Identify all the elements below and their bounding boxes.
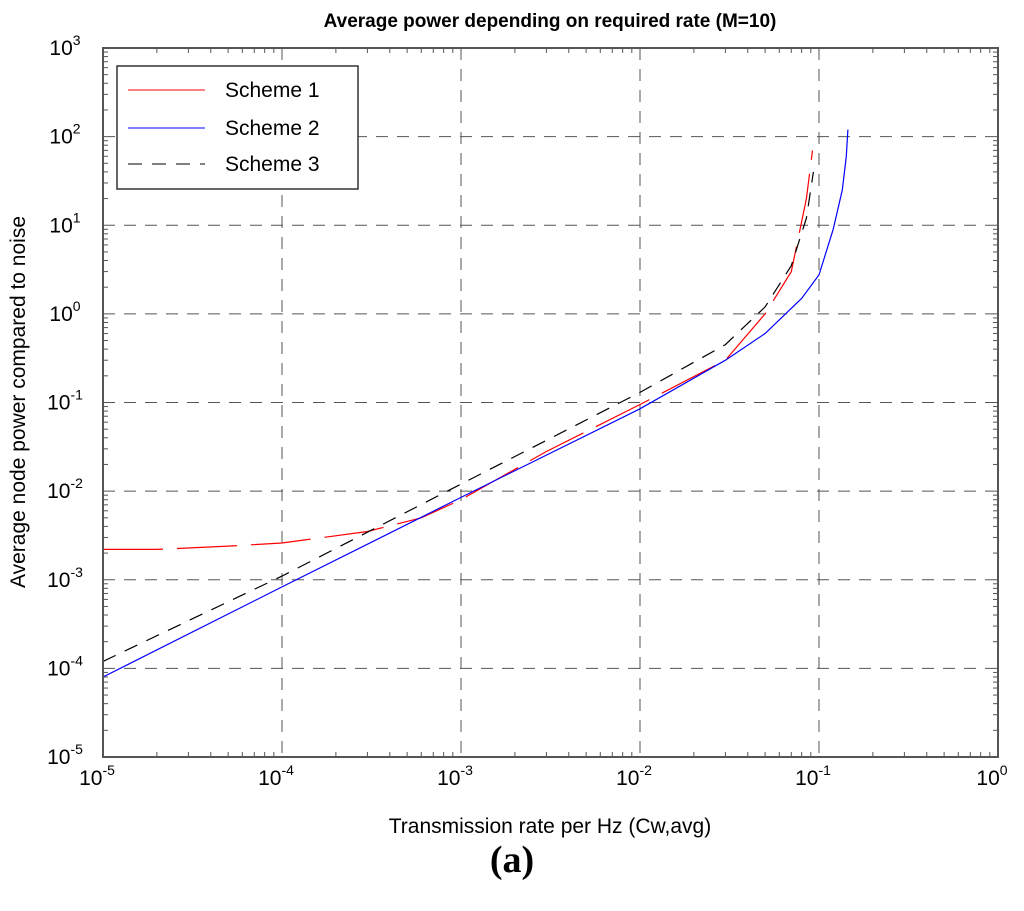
y-tick-exponent: 3 <box>73 32 81 48</box>
y-tick-label: 10-3 <box>47 564 83 592</box>
y-tick-label: 101 <box>49 209 80 237</box>
legend-label-scheme-2: Scheme 2 <box>225 117 320 140</box>
x-tick-label: 10-4 <box>258 762 294 790</box>
figure-caption: (a) <box>489 839 535 881</box>
y-tick-exponent: -3 <box>70 564 83 580</box>
plot-frame <box>102 47 999 758</box>
x-tick-label: 100 <box>976 762 1007 790</box>
series-line-scheme-1 <box>103 150 814 550</box>
x-tick-exponent: -4 <box>281 762 294 778</box>
y-tick-exponent: -2 <box>70 475 83 491</box>
x-tick-exponent: -2 <box>639 762 652 778</box>
y-tick-exponent: 0 <box>73 298 81 314</box>
x-tick-exponent: 0 <box>1000 762 1008 778</box>
legend: Scheme 1 Scheme 2 Scheme 3 <box>116 65 359 190</box>
grid <box>103 48 998 757</box>
y-tick-label: 10-2 <box>47 475 83 503</box>
y-tick-label: 10-4 <box>47 652 83 680</box>
y-tick-label: 100 <box>49 298 80 326</box>
y-tick-label: 102 <box>49 121 80 149</box>
y-tick-exponent: -4 <box>70 652 83 668</box>
x-tick-exponent: -3 <box>460 762 473 778</box>
y-axis-label: Average node power compared to noise <box>7 216 30 588</box>
y-tick-exponent: 1 <box>73 209 81 225</box>
y-tick-exponent: -1 <box>70 387 83 403</box>
series-line-scheme-2 <box>102 129 849 678</box>
x-tick-exponent: -1 <box>818 762 831 778</box>
chart-title: Average power depending on required rate… <box>324 11 777 32</box>
y-tick-exponent: 2 <box>73 121 81 137</box>
legend-label-scheme-1: Scheme 1 <box>225 79 320 102</box>
x-tick-label: 10-1 <box>795 762 831 790</box>
series-line-scheme-3 <box>102 171 814 662</box>
x-tick-exponent: -5 <box>102 762 115 778</box>
legend-label-scheme-3: Scheme 3 <box>225 153 320 176</box>
x-axis-label: Transmission rate per Hz (Cw,avg) <box>389 815 711 838</box>
y-tick-label: 10-1 <box>47 387 83 415</box>
x-tick-label: 10-2 <box>616 762 652 790</box>
x-tick-label: 10-3 <box>437 762 473 790</box>
y-tick-label: 10-5 <box>47 741 83 769</box>
y-tick-exponent: -5 <box>70 741 83 757</box>
x-tick-label: 10-5 <box>79 762 115 790</box>
y-tick-label: 103 <box>49 32 80 60</box>
series <box>102 129 849 678</box>
